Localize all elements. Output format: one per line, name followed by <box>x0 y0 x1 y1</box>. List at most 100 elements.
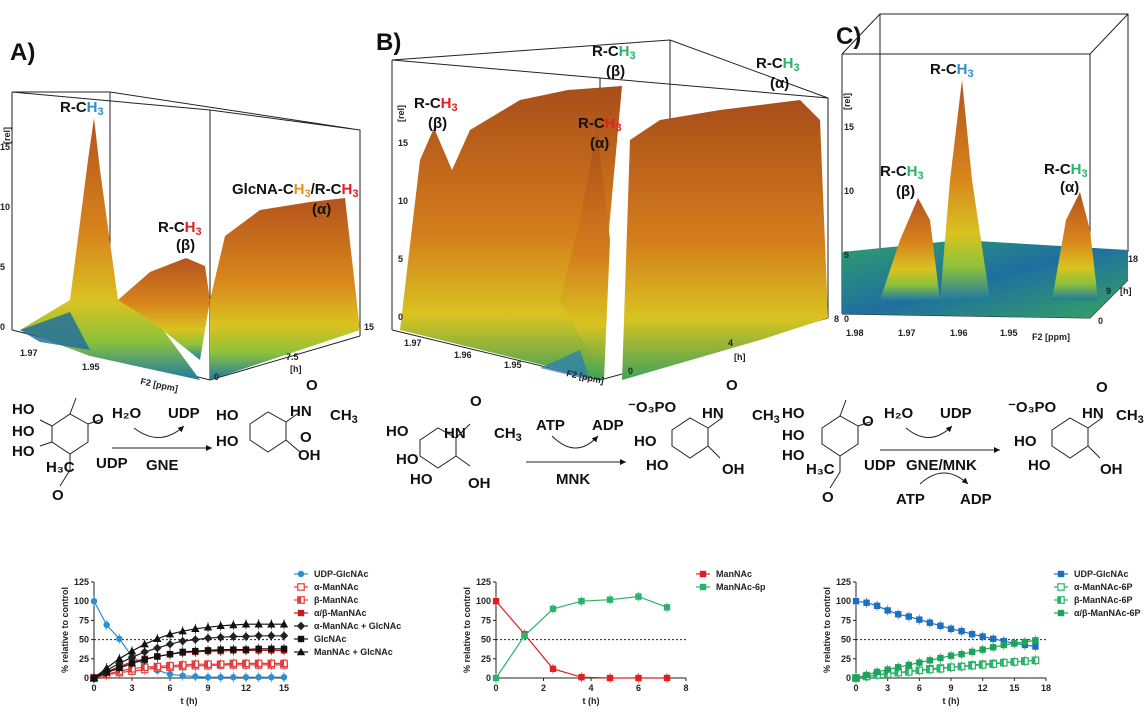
chart-0-legend-5-label: GlcNAc <box>314 634 347 644</box>
panel-a-y-label: [rel] <box>2 127 12 144</box>
chart-1-xtick-3: 6 <box>636 683 641 693</box>
r1-udp-sub: UDP <box>96 455 128 472</box>
r1-hn: HN <box>290 403 312 420</box>
r2-enzyme: MNK <box>556 471 590 488</box>
chart-2-xtick-2: 6 <box>917 683 922 693</box>
panel-a-ytick-0: 0 <box>0 322 5 332</box>
panel-b-peak-2-label: R-CH3 <box>578 115 622 134</box>
chart-0-ytick-5: 125 <box>74 577 89 587</box>
r2-ho5: HO <box>646 457 669 474</box>
chart-0-series-5-point <box>179 648 186 656</box>
r1-ho2: HO <box>12 423 35 440</box>
chart-2-xtick-6: 18 <box>1041 683 1051 693</box>
chart-0-xlabel: t (h) <box>181 696 198 706</box>
chart-2-series-2-point <box>947 663 955 672</box>
panel-b-dtick-1: 4 <box>728 338 733 348</box>
chart-0-series-4-point <box>203 633 213 643</box>
panel-b-peak-2-sub: (α) <box>590 135 609 152</box>
chart-0-series-2-point <box>204 660 212 668</box>
chart-0-series-2-point <box>254 659 263 668</box>
chart-0-legend-1-marker <box>297 583 305 591</box>
panel-c-xtick-1: 1.97 <box>898 328 916 338</box>
panel-c-dtick-2: 18 <box>1128 254 1138 264</box>
panel-c-xtick-0: 1.98 <box>846 328 864 338</box>
chart-2-series-0-point <box>968 631 976 638</box>
chart-0-legend-2-marker <box>297 596 305 604</box>
panel-c-ytick-0: 0 <box>844 314 849 324</box>
panel-c-letter: C) <box>836 23 861 50</box>
chart-0-ylabel: % relative to control <box>60 587 70 673</box>
chart-2-series-0-point <box>852 598 860 605</box>
chart-0-ytick-4: 100 <box>74 596 89 606</box>
peak-b-right <box>622 100 828 380</box>
chart-1-series-1-point <box>635 593 642 600</box>
r2-ho2: HO <box>396 451 419 468</box>
r3-o3po: ⁻O₃PO <box>1008 399 1057 416</box>
chart-0-series-0-point <box>268 674 275 681</box>
chart-0-series-4-point <box>216 633 225 642</box>
chart-0-legend-0-marker <box>297 570 305 578</box>
chart-2-series-0-point <box>947 625 955 633</box>
panel-b-xtick-2: 1.95 <box>504 360 522 370</box>
chart-0-series-5-point <box>242 646 250 653</box>
chart-2-series-3-point <box>979 646 986 653</box>
chart-2-series-0-point <box>905 613 912 620</box>
chart-0-series-4-point <box>165 640 175 649</box>
panel-c-ytick-1: 5 <box>844 250 849 260</box>
chart-2-series-0-point <box>937 622 944 629</box>
r1-ho3: HO <box>12 443 35 460</box>
chart-0-series-4-point <box>241 632 251 641</box>
panel-b-ytick-3: 15 <box>398 138 408 148</box>
panel-b-ytick-2: 10 <box>398 196 408 206</box>
chart-1-ylabel: % relative to control <box>462 587 472 673</box>
panel-c-dtick-1: 9 <box>1106 286 1111 296</box>
chart-2-legend-2-label: β-ManNAc-6P <box>1074 595 1133 605</box>
chart-1-xlabel: t (h) <box>583 696 600 706</box>
panel-a-ytick-2: 10 <box>0 202 10 212</box>
chart-2-series-3-point <box>968 648 976 656</box>
r3-oh: OH <box>1100 461 1123 478</box>
chart-0-series-2-point <box>153 662 162 671</box>
chart-2-series-2-point <box>968 661 976 670</box>
r2-o3po: ⁻O₃PO <box>628 399 677 416</box>
chart-0-series-4-point <box>267 631 276 640</box>
chart-2-series-1-line <box>855 659 1036 679</box>
chart-0-series-4-point <box>178 636 187 646</box>
chart-1-legend-1-marker <box>699 583 707 591</box>
chart-2-series-2-line <box>855 659 1036 679</box>
r2-ho3: HO <box>410 471 433 488</box>
chart-1-xtick-0: 0 <box>493 683 498 693</box>
chart-0-ytick-3: 75 <box>79 615 89 625</box>
chart-0-series-6-point <box>89 673 99 682</box>
chart-0-ytick-0: 0 <box>84 673 89 683</box>
peak-c-beta <box>880 198 940 300</box>
r1-o4: O <box>300 429 312 446</box>
chart-2-series-0-point <box>1032 643 1039 650</box>
chart-0-series-2-point <box>178 661 187 669</box>
chart-2-series-0-point <box>990 635 997 643</box>
r1-h3c: H₃C <box>46 459 75 476</box>
chart-1-series-1-point <box>578 598 585 605</box>
panel-c-ytick-3: 15 <box>844 122 854 132</box>
chart-1-series-1-point <box>492 674 500 682</box>
r3-ch3: CH3 <box>1116 407 1144 426</box>
chart-2-series-2-point <box>926 665 934 674</box>
r1-o1: O <box>92 411 104 428</box>
chart-1-ytick-2: 50 <box>481 635 491 645</box>
chart-0-xtick-0: 0 <box>91 683 96 693</box>
chart-0-legend-5-marker <box>297 635 305 643</box>
chart-0-series-0-point <box>179 672 186 679</box>
r3-atp: ATP <box>896 491 925 508</box>
chart-0-series-6-point <box>127 646 137 655</box>
chart-2-series-2-point <box>915 666 924 675</box>
r3-adp: ADP <box>960 491 992 508</box>
chart-0-series-6-point <box>203 623 213 631</box>
panel-b-3d: B) [rel] 0 5 10 15 1.97 1.96 1.95 F2 [pp… <box>376 29 839 386</box>
chart-2-series-3-point <box>916 659 923 666</box>
chart-2-series-2-point <box>989 660 998 668</box>
chart-2-series-3-point <box>1021 638 1029 646</box>
chart-2-series-0-point <box>926 619 934 626</box>
chart-0-series-5-point <box>230 646 237 653</box>
chart-0-series-6-point <box>140 640 149 648</box>
